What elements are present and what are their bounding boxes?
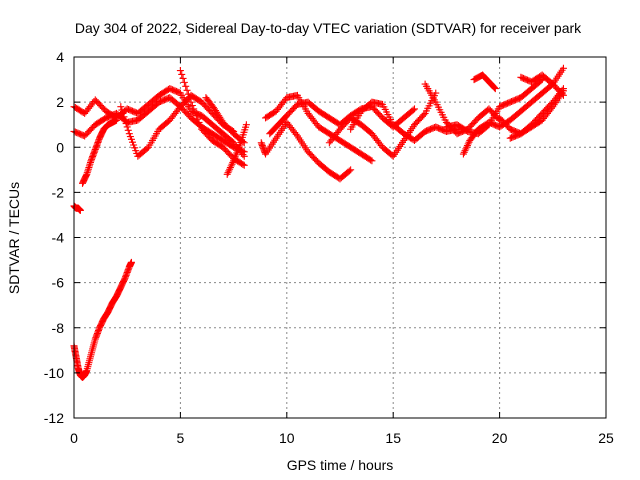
- data-point: [192, 112, 200, 120]
- y-tick-label: -12: [44, 410, 64, 426]
- y-tick-label: -10: [44, 365, 64, 381]
- series-sat-track-d: [79, 116, 121, 187]
- data-point: [292, 130, 300, 138]
- data-point: [191, 108, 199, 116]
- grid-lines: [74, 57, 606, 418]
- data-point: [178, 70, 186, 78]
- data-point: [559, 87, 567, 95]
- data-point: [127, 258, 135, 266]
- data-point: [225, 167, 233, 175]
- data-point: [227, 162, 235, 170]
- data-point: [183, 86, 191, 94]
- data-points: [70, 64, 567, 381]
- series-sat-track-n: [347, 98, 461, 144]
- x-tick-label: 5: [177, 430, 185, 446]
- data-point: [179, 74, 187, 82]
- data-point: [113, 116, 121, 124]
- data-point: [559, 64, 567, 72]
- y-tick-label: -2: [52, 184, 65, 200]
- data-point: [228, 160, 236, 168]
- x-tick-label: 20: [492, 430, 508, 446]
- data-point: [186, 94, 194, 102]
- series-sat-track-g: [202, 94, 248, 147]
- y-tick-label: -8: [52, 320, 65, 336]
- y-tick-label: 4: [56, 49, 64, 65]
- data-point: [240, 161, 248, 169]
- data-point: [410, 105, 418, 113]
- data-point: [187, 98, 195, 106]
- data-point: [176, 67, 184, 75]
- data-point: [420, 111, 428, 119]
- series-sat-track-h: [223, 121, 250, 178]
- series-sat-track-f: [176, 67, 248, 169]
- data-point: [196, 122, 204, 130]
- data-point: [459, 150, 467, 158]
- y-tick-label: -4: [52, 230, 65, 246]
- data-point: [547, 104, 555, 112]
- series-sat-track-r: [470, 71, 499, 93]
- series-sat-track-j: [257, 118, 355, 183]
- data-point: [182, 82, 190, 90]
- axis-ticks: [73, 56, 607, 419]
- data-point: [223, 170, 231, 178]
- data-point: [188, 102, 196, 110]
- data-point: [76, 206, 84, 214]
- data-point: [226, 164, 234, 172]
- data-point: [491, 84, 499, 92]
- x-axis-label: GPS time / hours: [287, 457, 394, 473]
- chart-title: Day 304 of 2022, Sidereal Day-to-day VTE…: [75, 20, 582, 36]
- data-point: [462, 145, 470, 153]
- x-tick-labels: 0 5 10 15 20 25: [70, 430, 614, 446]
- data-point: [121, 116, 129, 124]
- data-point: [491, 85, 499, 93]
- x-tick-label: 15: [385, 430, 401, 446]
- data-point: [240, 148, 248, 156]
- data-point: [180, 78, 188, 86]
- data-point: [345, 167, 353, 175]
- data-point: [368, 157, 376, 165]
- x-tick-label: 10: [279, 430, 295, 446]
- data-point: [367, 156, 375, 164]
- data-point: [122, 120, 130, 128]
- y-tick-label: -6: [52, 275, 65, 291]
- series-sat-track-b: [70, 94, 248, 156]
- data-point: [123, 123, 131, 131]
- data-point: [117, 103, 125, 111]
- data-point: [409, 106, 417, 114]
- data-point: [463, 143, 471, 151]
- data-point: [229, 158, 237, 166]
- data-point: [239, 160, 247, 168]
- series-sat-track-c: [70, 202, 84, 214]
- data-point: [463, 142, 471, 150]
- data-point: [460, 148, 468, 156]
- data-point: [242, 121, 250, 129]
- data-point: [184, 90, 192, 98]
- data-point: [347, 166, 355, 174]
- data-point: [118, 106, 126, 114]
- y-tick-labels: 4 2 0 -2 -4 -6 -8 -10 -12: [44, 49, 64, 426]
- data-point: [461, 147, 469, 155]
- data-point: [226, 165, 234, 173]
- y-tick-label: 2: [56, 94, 64, 110]
- data-point: [195, 118, 203, 126]
- y-axis-label: SDTVAR / TECUs: [6, 182, 22, 294]
- data-point: [490, 83, 498, 91]
- data-point: [190, 105, 198, 113]
- data-point: [120, 113, 128, 121]
- data-point: [119, 109, 127, 117]
- data-point: [464, 140, 472, 148]
- series-sat-track-k: [262, 91, 376, 165]
- data-point: [194, 115, 202, 123]
- series-sat-track-i: [70, 258, 135, 381]
- x-tick-label: 25: [598, 430, 614, 446]
- series-sat-track-e: [117, 91, 238, 160]
- series-sat-track-u: [496, 87, 567, 138]
- data-point: [224, 169, 232, 177]
- series-sat-track-m: [325, 89, 440, 160]
- data-point: [124, 126, 132, 134]
- x-tick-label: 0: [70, 430, 78, 446]
- y-tick-label: 0: [56, 139, 64, 155]
